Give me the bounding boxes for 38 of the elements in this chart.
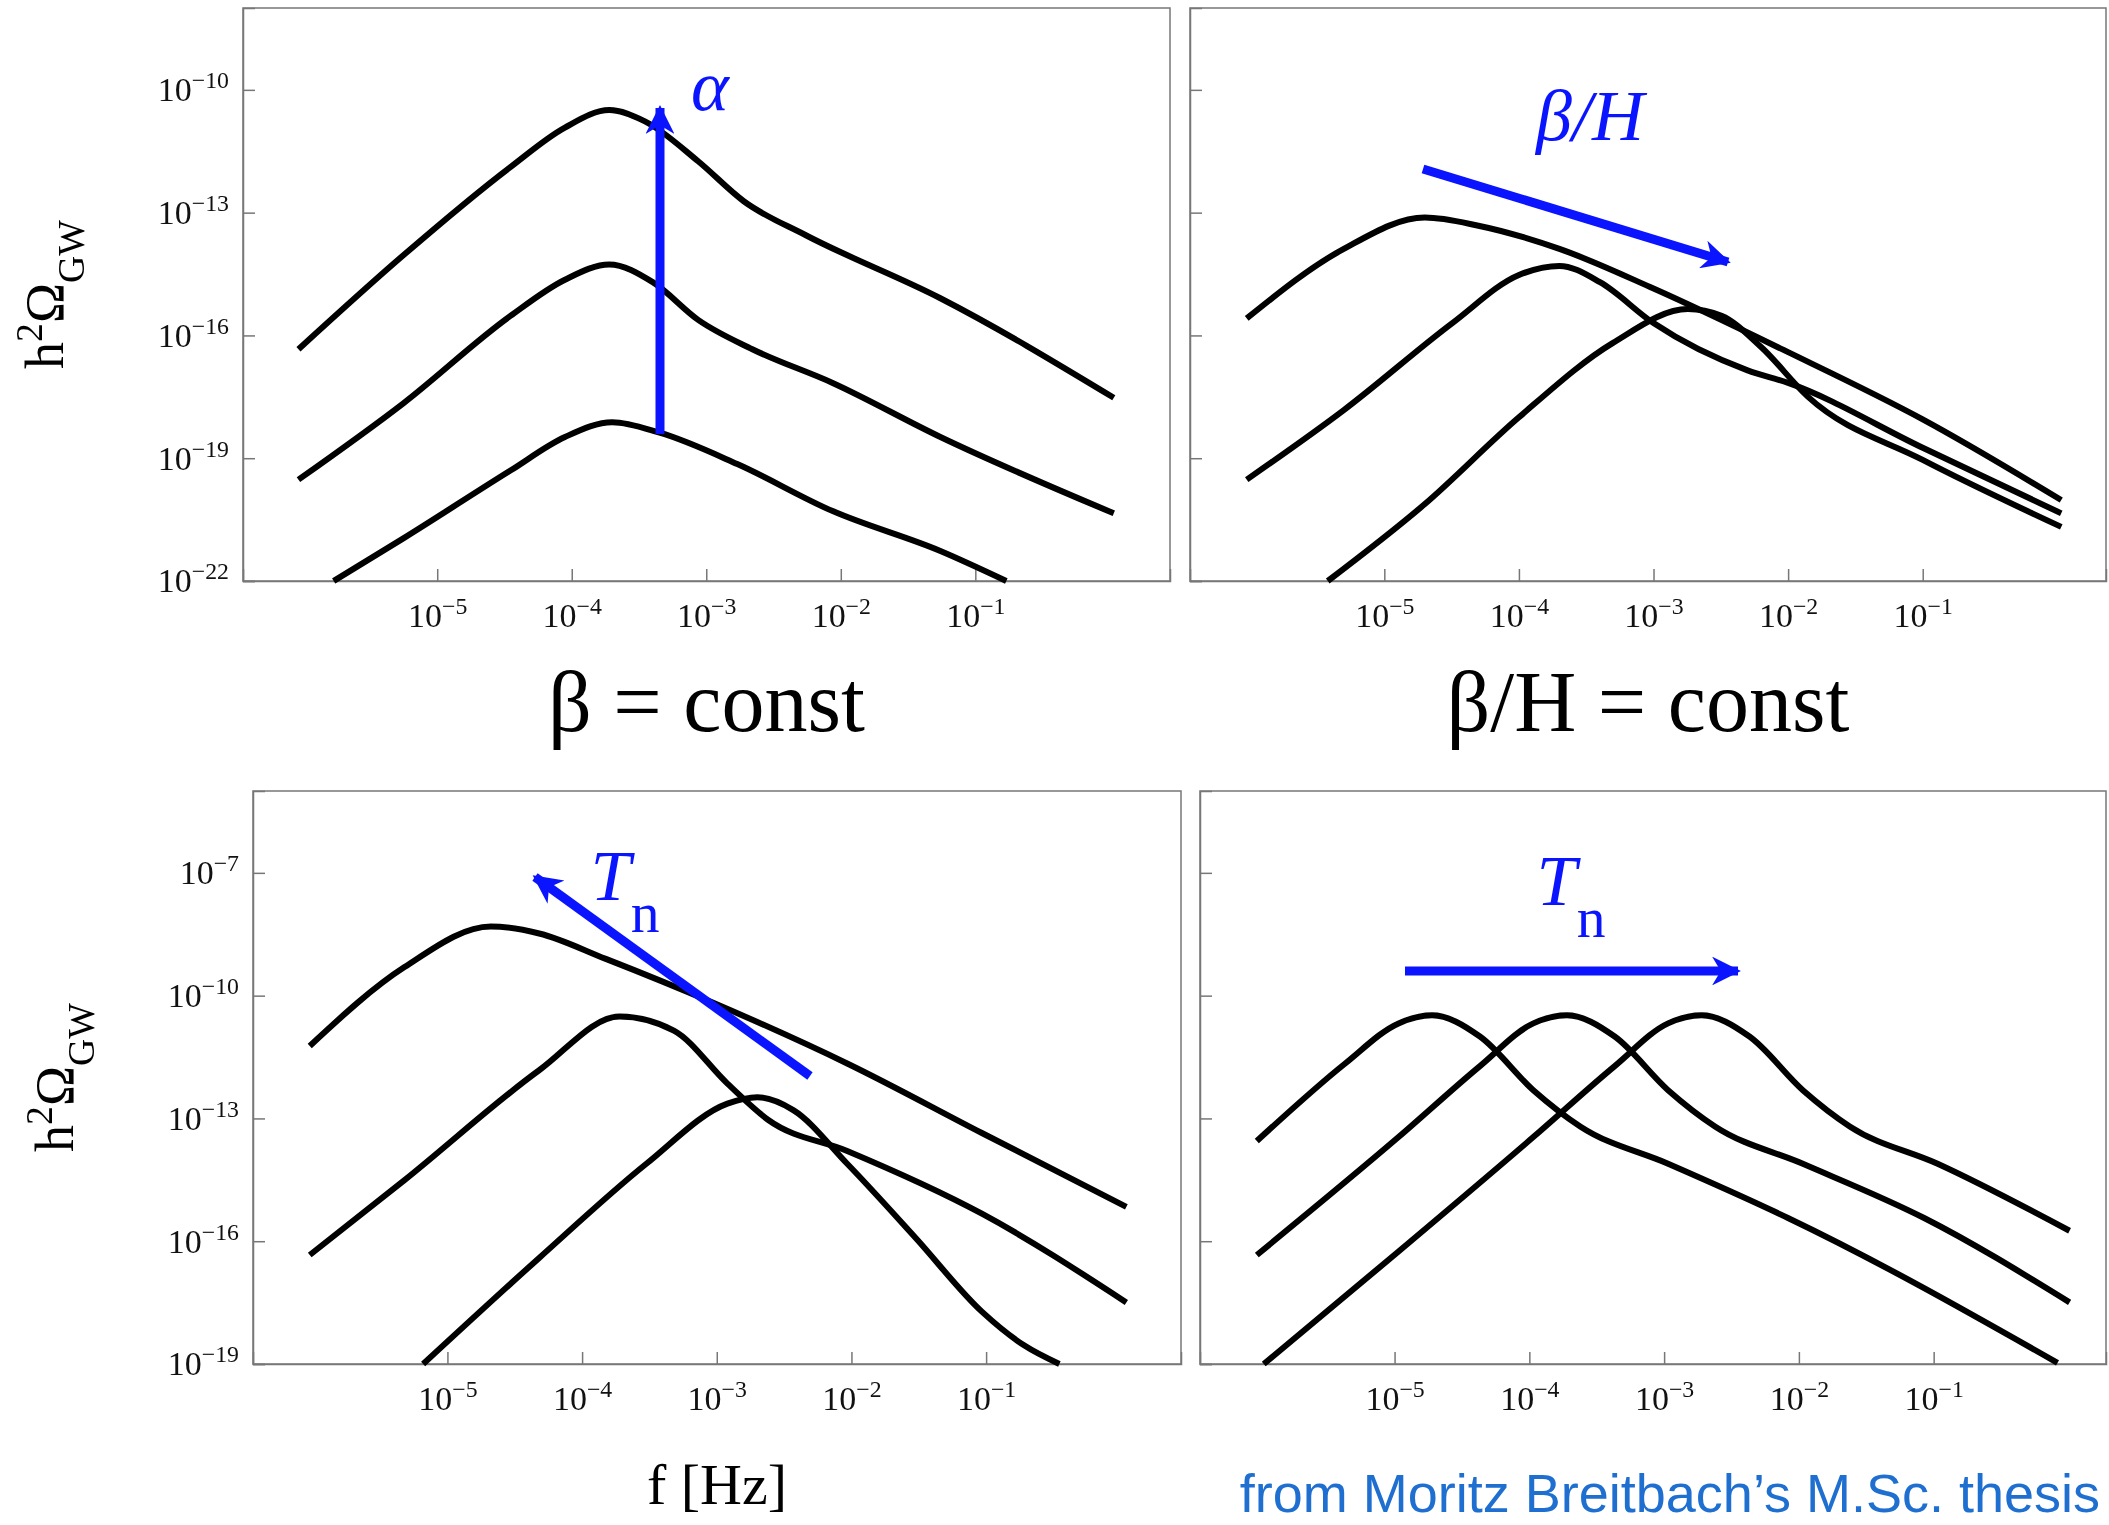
x-tick-label: 10$^{−5}$: [408, 593, 468, 635]
text: β = const: [548, 654, 865, 750]
y-tick-label: 10$^{−16}$: [157, 312, 230, 354]
x-tick-label: 10$^{−3}$: [1634, 1376, 1695, 1418]
y-tick-label: 10$^{−19}$: [167, 1341, 239, 1383]
x-tick-label: 10$^{−2}$: [1758, 593, 1819, 635]
x-tick-label: 10$^{−4}$: [552, 1376, 613, 1418]
x-tick-label: 10$^{−2}$: [811, 593, 871, 635]
y-tick-label: 10$^{−10}$: [167, 973, 239, 1015]
text: β/H = const: [1446, 654, 1850, 750]
y-tick-label: 10$^{−13}$: [167, 1095, 239, 1137]
x-tick-label: 10$^{−1}$: [1893, 593, 1953, 635]
annotation: β/H: [1534, 76, 1648, 156]
annotation: α: [691, 46, 731, 126]
y-tick-label: 10$^{−19}$: [157, 435, 229, 477]
x-tick-label: 10$^{−3}$: [1624, 593, 1684, 635]
y-tick-label: 10$^{−13}$: [157, 190, 229, 232]
x-tick-label: 10$^{−2}$: [822, 1376, 882, 1418]
x-tick-label: 10$^{−5}$: [1355, 593, 1415, 635]
x-axis-title: f [Hz]: [646, 1452, 788, 1517]
x-tick-label: 10$^{−1}$: [956, 1376, 1017, 1418]
text: from Moritz Breitbach’s M.Sc. thesis: [1239, 1463, 2100, 1523]
x-tick-label: 10$^{−5}$: [1365, 1376, 1425, 1418]
annotation: T$_{n}$: [1536, 841, 1606, 949]
x-tick-label: 10$^{−4}$: [1489, 593, 1550, 635]
x-tick-label: 10$^{−1}$: [1904, 1376, 1964, 1418]
annotation: T$_{n}$: [590, 836, 660, 944]
x-tick-label: 10$^{−3}$: [677, 593, 737, 635]
x-tick-label: 10$^{−1}$: [946, 593, 1006, 635]
x-tick-label: 10$^{−3}$: [687, 1376, 747, 1418]
x-tick-label: 10$^{−2}$: [1769, 1376, 1830, 1418]
x-tick-label: 10$^{−5}$: [418, 1376, 478, 1418]
y-tick-label: 10$^{−22}$: [157, 558, 229, 600]
y-tick-label: 10$^{−16}$: [167, 1218, 240, 1260]
x-tick-label: 10$^{−4}$: [542, 593, 602, 635]
y-tick-label: 10$^{−10}$: [157, 67, 229, 109]
y-tick-label: 10$^{−7}$: [179, 850, 240, 892]
x-tick-label: 10$^{−4}$: [1500, 1376, 1560, 1418]
